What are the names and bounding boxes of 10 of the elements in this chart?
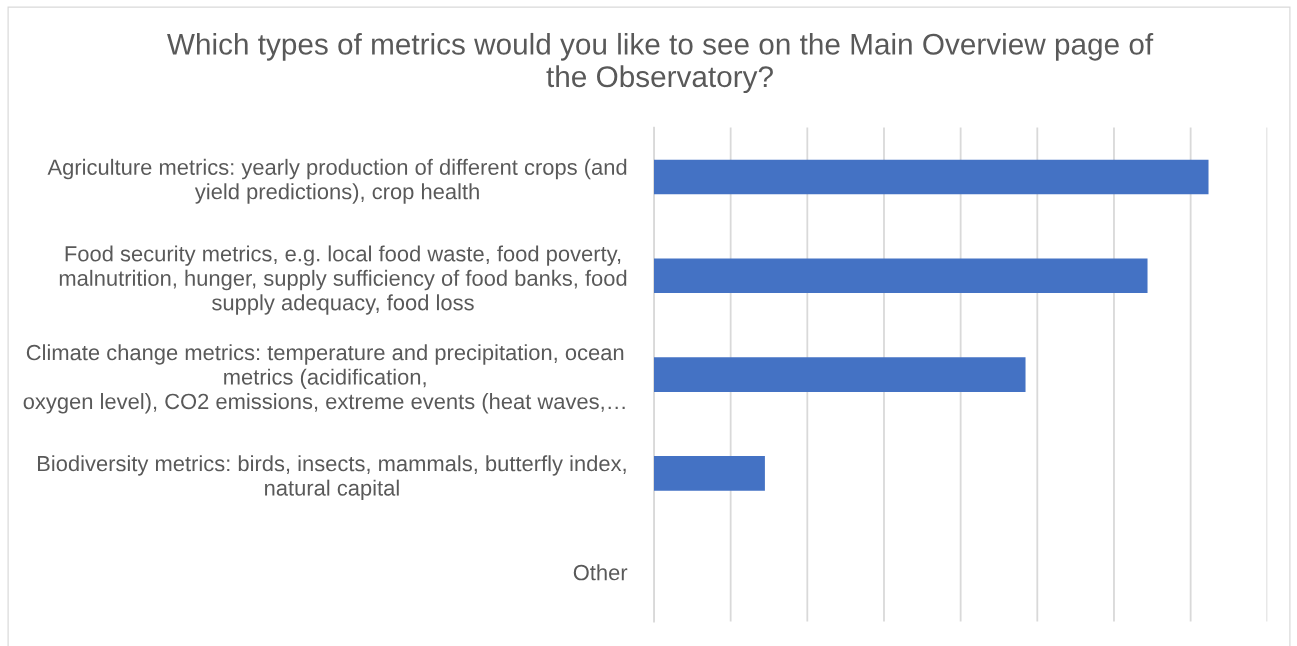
y-tick-label: Biodiversity metrics: birds, insects, mammals, butterfly index, natural capital bbox=[37, 455, 626, 501]
bar bbox=[654, 258, 1148, 294]
y-tick-label: Agriculture metrics: yearly production of different crops (and yield predictions), crop health bbox=[47, 158, 627, 204]
y-tick-label: Food security metrics, e.g. local food waste, food poverty, malnutrition, hunger, supply sufficiency of food banks, food supply adequacy, food loss bbox=[59, 245, 627, 315]
y-tick-label: Climate change metrics: temperature and precipitation, ocean metrics (acidification, oxygen level), CO2 emissions, extreme events (heat waves,… bbox=[23, 344, 625, 414]
bar bbox=[654, 159, 1209, 195]
bar bbox=[654, 357, 1026, 392]
y-tick-label: Other bbox=[573, 564, 628, 581]
chart-title: Which types of metrics would you like to see on the Main Overview page of the Observatory? bbox=[167, 32, 1154, 94]
bar bbox=[654, 456, 765, 491]
